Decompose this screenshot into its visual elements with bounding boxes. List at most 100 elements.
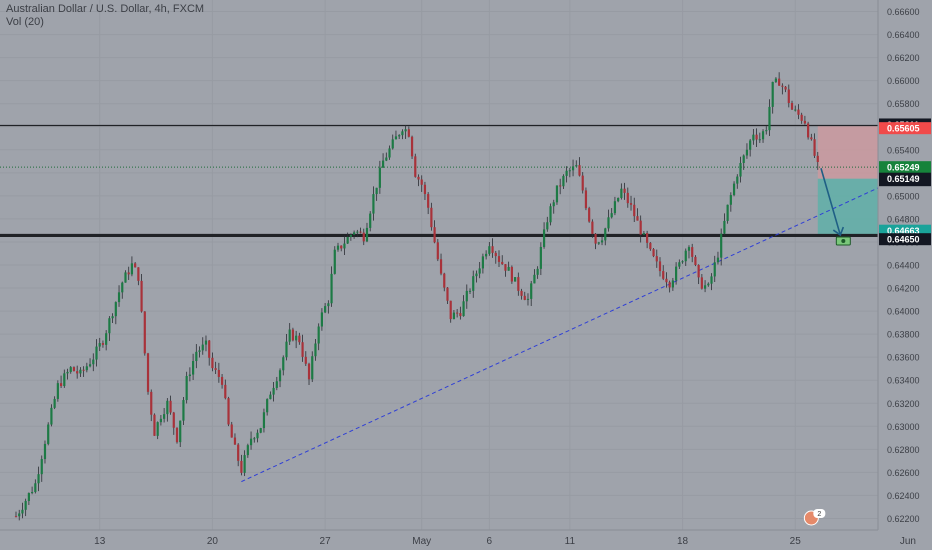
- candle-body: [774, 78, 778, 82]
- price-badge[interactable]: [879, 122, 931, 135]
- candle-body: [417, 176, 420, 180]
- candle-body: [710, 276, 713, 284]
- candle-body: [623, 188, 626, 193]
- event-count-text: 2: [817, 511, 821, 518]
- candle-body: [53, 398, 56, 408]
- candle-body: [243, 455, 246, 473]
- price-badge[interactable]: [879, 233, 931, 246]
- candle-body: [217, 369, 220, 377]
- candle-body: [172, 412, 175, 428]
- candle-body: [105, 333, 108, 345]
- time-tick-label: 20: [207, 536, 219, 547]
- candle-body: [108, 318, 111, 334]
- candle-body: [472, 276, 475, 291]
- candle-body: [156, 422, 159, 436]
- price-tick-label: 0.62600: [887, 468, 920, 478]
- time-tick-label: 6: [487, 536, 493, 547]
- candle-body: [188, 374, 191, 377]
- price-tick-label: 0.65800: [887, 99, 920, 109]
- candle-body: [588, 208, 591, 222]
- candle-body: [526, 298, 530, 300]
- candle-body: [269, 394, 272, 400]
- candle-body: [790, 102, 794, 110]
- candle-body: [803, 120, 806, 124]
- candle-body: [726, 204, 729, 221]
- price-badge[interactable]: [879, 161, 931, 174]
- candle-body: [240, 460, 243, 473]
- candle-body: [266, 399, 269, 413]
- candle-body: [684, 250, 687, 262]
- candle-body: [233, 437, 237, 445]
- candle-body: [137, 267, 140, 281]
- candle-body: [517, 277, 520, 291]
- ascending-trendline[interactable]: [241, 178, 899, 483]
- candle-body: [797, 109, 800, 115]
- candle-body: [562, 175, 565, 187]
- candle-body: [568, 170, 571, 172]
- candle-body: [166, 400, 169, 415]
- candle-body: [98, 343, 101, 347]
- candle-body: [707, 283, 710, 286]
- candle-body: [362, 232, 365, 242]
- candle-body: [639, 220, 642, 235]
- candle-body: [423, 184, 427, 195]
- candle-body: [758, 139, 761, 141]
- time-tick-label: 13: [94, 536, 106, 547]
- candle-body: [37, 474, 40, 484]
- time-axis-bg: [0, 530, 932, 550]
- candle-body: [571, 166, 575, 171]
- candle-body: [59, 383, 63, 387]
- candle-body: [43, 443, 47, 460]
- candle-body: [407, 129, 410, 137]
- candle-body: [114, 302, 117, 317]
- candle-body: [491, 246, 494, 253]
- candle-body: [385, 157, 388, 161]
- candle-body: [584, 190, 588, 209]
- candle-body: [633, 204, 636, 217]
- money-icon-dot: [841, 239, 846, 244]
- candle-body: [204, 340, 208, 345]
- candle-body: [716, 257, 720, 263]
- time-tick-label: 18: [677, 536, 689, 547]
- candle-body: [353, 232, 356, 235]
- candle-body: [816, 155, 819, 162]
- candle-body: [201, 344, 204, 351]
- candle-body: [101, 343, 105, 345]
- candle-body: [475, 273, 478, 277]
- candle-body: [552, 202, 555, 207]
- candle-body: [227, 398, 230, 425]
- projection-arrow[interactable]: [820, 167, 842, 236]
- candle-body: [697, 264, 700, 278]
- candle-body: [507, 266, 510, 271]
- candle-body: [121, 282, 124, 293]
- candle-body: [668, 282, 671, 288]
- price-tick-label: 0.66200: [887, 53, 920, 63]
- candle-body: [356, 231, 359, 233]
- candle-body: [285, 341, 288, 358]
- candle-body: [443, 273, 446, 288]
- candle-body: [69, 367, 72, 372]
- candle-body: [488, 246, 491, 254]
- price-badge-text: 0.65605: [887, 124, 920, 134]
- candle-body: [594, 233, 597, 244]
- candle-body: [410, 136, 414, 157]
- candle-body: [736, 176, 739, 184]
- volume-indicator-label[interactable]: Vol (20): [6, 16, 44, 28]
- time-tick-label: 11: [565, 536, 576, 547]
- candle-body: [449, 300, 452, 320]
- price-badge[interactable]: [879, 172, 931, 185]
- arrow-layer: [820, 167, 851, 246]
- candle-body: [720, 233, 723, 258]
- candle-body: [546, 222, 549, 230]
- candle-body: [359, 231, 362, 233]
- candle-body: [671, 280, 674, 288]
- candle-body: [739, 162, 742, 177]
- candle-body: [414, 156, 417, 177]
- candle-body: [549, 206, 552, 223]
- candle-body: [307, 363, 311, 380]
- candle-body: [784, 86, 787, 90]
- symbol-title[interactable]: Australian Dollar / U.S. Dollar, 4h, FXC…: [6, 3, 205, 15]
- candle-body: [600, 240, 604, 243]
- price-tick-label: 0.63000: [887, 422, 920, 432]
